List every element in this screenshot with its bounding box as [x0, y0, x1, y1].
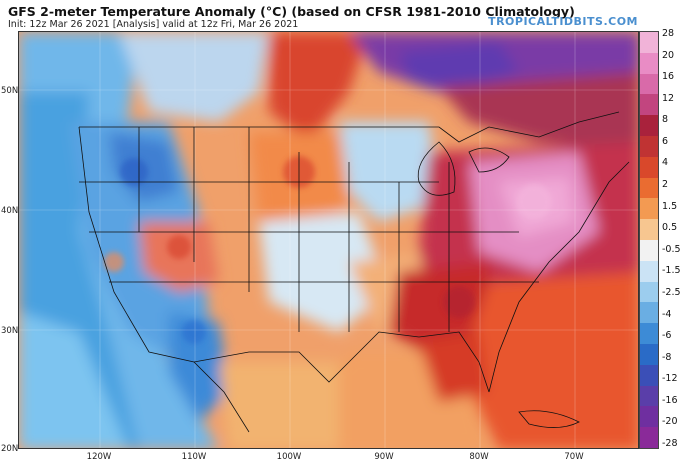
- lon-label-100w: 100W: [276, 452, 302, 462]
- colorbar-segment: [640, 177, 658, 199]
- lon-label-70w: 70W: [564, 452, 584, 462]
- colorbar-segment: [640, 427, 658, 448]
- colorbar-segment: [640, 73, 658, 95]
- colorbar-segment: [640, 323, 658, 344]
- anomaly-field: [19, 32, 638, 448]
- map-title: GFS 2-meter Temperature Anomaly (°C) (ba…: [8, 4, 575, 19]
- colorbar-segment: [640, 52, 658, 74]
- colorbar-segment: [640, 219, 658, 240]
- lon-label-80w: 80W: [469, 452, 489, 462]
- map-subtitle: Init: 12z Mar 26 2021 [Analysis] valid a…: [8, 19, 299, 30]
- colorbar-label: 2: [662, 179, 669, 191]
- colorbar-label: -6: [662, 330, 672, 342]
- colorbar-label: -16: [662, 394, 678, 406]
- colorbar-segment: [640, 406, 658, 428]
- colorbar-label: 20: [662, 49, 675, 61]
- graticule: [19, 32, 638, 448]
- colorbar-label: 6: [662, 135, 669, 147]
- colorbar-segment: [640, 94, 658, 116]
- colorbar-segment: [640, 115, 658, 136]
- lat-label-50n: 50N: [1, 86, 19, 96]
- colorbar-label: 16: [662, 71, 675, 83]
- colorbar-label: -4: [662, 308, 672, 320]
- colorbar-segment: [640, 260, 658, 282]
- colorbar-label: -2.5: [662, 286, 680, 298]
- colorbar-label: -20: [662, 416, 678, 428]
- colorbar-segment: [640, 343, 658, 365]
- colorbar-segment: [640, 385, 658, 407]
- colorbar-segment: [640, 32, 658, 53]
- lon-label-90w: 90W: [374, 452, 394, 462]
- colorbar-segment: [640, 281, 658, 303]
- map-canvas: [19, 32, 638, 448]
- colorbar-segment: [640, 156, 658, 178]
- colorbar-label: -28: [662, 438, 678, 449]
- political-borders: [78, 111, 630, 433]
- colorbar-segment: [640, 239, 658, 261]
- colorbar-label: 28: [662, 28, 675, 39]
- colorbar: [639, 31, 659, 449]
- lon-label-120w: 120W: [86, 452, 112, 462]
- colorbar-label: -12: [662, 373, 678, 385]
- brand-logo-text[interactable]: TROPICALTIDBITS.COM: [488, 15, 638, 28]
- lat-label-30n: 30N: [1, 326, 19, 336]
- lat-label-40n: 40N: [1, 206, 19, 216]
- colorbar-label: 0.5: [662, 222, 678, 234]
- colorbar-label: 8: [662, 114, 669, 126]
- colorbar-segment: [640, 198, 658, 220]
- colorbar-segment: [640, 135, 658, 157]
- temperature-anomaly-map: [18, 31, 639, 449]
- colorbar-label: -8: [662, 351, 672, 363]
- colorbar-label: -1.5: [662, 265, 680, 277]
- colorbar-label: -0.5: [662, 243, 680, 255]
- anomaly-detail: [104, 156, 552, 344]
- colorbar-label: 12: [662, 92, 675, 104]
- colorbar-segment: [640, 364, 658, 386]
- colorbar-label: 4: [662, 157, 669, 169]
- lon-label-110w: 110W: [181, 452, 207, 462]
- lat-label-20n: 20N: [1, 444, 19, 454]
- colorbar-segment: [640, 302, 658, 324]
- colorbar-label: 1.5: [662, 200, 678, 212]
